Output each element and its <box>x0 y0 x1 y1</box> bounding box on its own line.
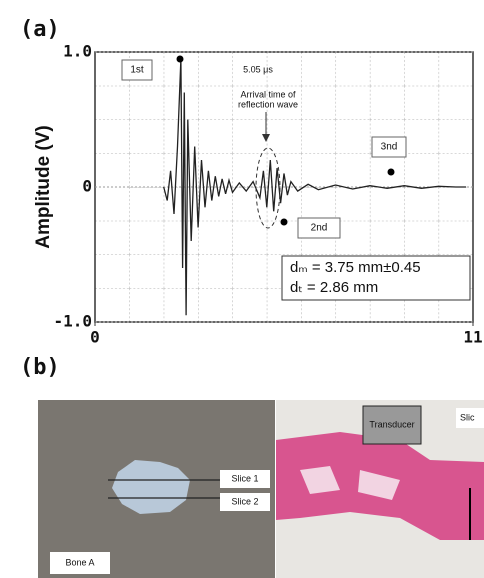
transducer-box <box>362 405 422 445</box>
y-axis-label: Amplitude (V) <box>33 125 54 249</box>
photo-label: Slic <box>460 412 475 422</box>
annotation: dₜ = 2.86 mm <box>290 279 378 296</box>
marker-dot <box>176 55 184 63</box>
label-box <box>297 217 341 239</box>
panel-label: (b) <box>20 355 60 380</box>
label-box <box>220 470 270 488</box>
y-tick-label: -1.0 <box>53 312 92 331</box>
marker-dot <box>387 168 395 176</box>
label-box <box>220 493 270 511</box>
annotation: 1st <box>130 65 144 76</box>
annotation: reflection wave <box>238 99 298 109</box>
arrowhead <box>262 134 270 142</box>
photo-label: Transducer <box>369 419 414 429</box>
tissue-pore <box>300 466 400 500</box>
panel-label: (a) <box>20 17 60 42</box>
waveform <box>163 58 467 316</box>
label-box <box>371 136 407 158</box>
chart: -1.001.00 11 <box>53 42 482 347</box>
result-box <box>281 255 471 301</box>
x-tick-label: 11 <box>463 328 482 347</box>
annotation: 3nd <box>381 142 398 153</box>
y-tick-label: 1.0 <box>63 42 92 61</box>
annotation: dₘ = 3.75 mm±0.45 <box>290 259 421 276</box>
photo-label: Slice 1 <box>231 473 258 483</box>
annotation: 5.05 μs <box>243 64 273 74</box>
y-tick-label: 0 <box>82 177 92 196</box>
annotation: Arrival time of <box>240 89 296 99</box>
photo-label: Slice 2 <box>231 496 258 506</box>
photo-label: Bone A <box>65 557 94 567</box>
label-box <box>121 59 153 81</box>
bone-sample <box>112 460 190 514</box>
label-box <box>50 552 110 574</box>
annotation: 2nd <box>311 223 328 234</box>
highlight-ellipse <box>255 147 281 229</box>
x-tick-label: 0 <box>90 328 100 347</box>
marker-dot <box>280 218 288 226</box>
label-box <box>456 408 484 428</box>
